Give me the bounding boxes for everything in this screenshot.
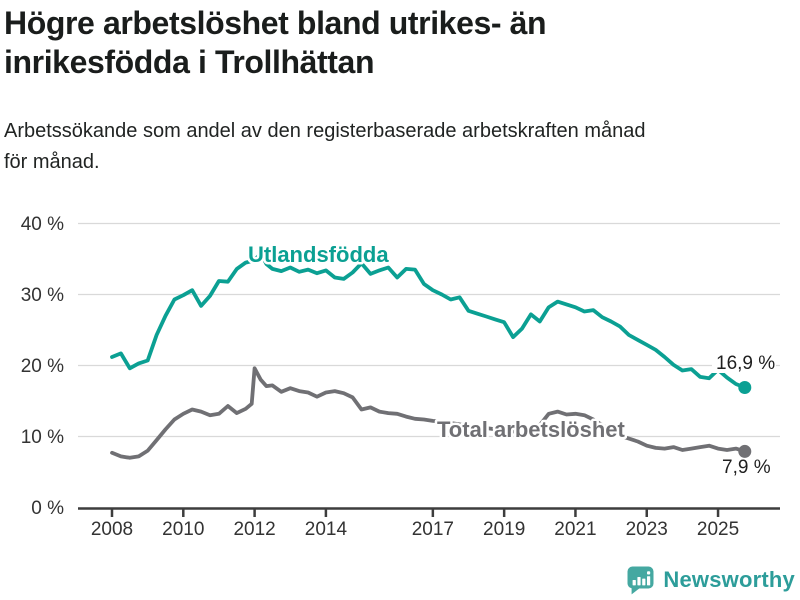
series-end-dot-1 [738,444,752,458]
logo-exclamation-bar [647,576,651,586]
y-tick-label-30: 30 % [21,285,64,306]
logo-exclamation-dot [647,571,651,575]
label-layer: Utlandsfödda Total arbetslöshet 16,9 % 7… [246,240,776,478]
newsworthy-logo-text: Newsworthy [663,567,795,592]
x-tick-label-2008: 2008 [91,519,133,540]
page-title-line1: Högre arbetslöshet bland utrikes- än [4,5,547,41]
axis-layer: 2008 2010 2012 2014 2017 2019 2021 2023 2025 [78,507,780,540]
chart-subtitle: Arbetssökande som andel av den registerb… [4,116,794,178]
logo-bar-1 [633,580,637,586]
series-line-0 [110,251,747,390]
x-tick-label-2010: 2010 [162,519,204,540]
x-tick-label-2017: 2017 [412,519,454,540]
series-line-1 [110,366,747,460]
series-label-utlandsfodda: Utlandsfödda [248,242,389,267]
x-tick-label-2021: 2021 [554,519,596,540]
x-tick-label-2025: 2025 [697,519,739,540]
x-tick-label-2019: 2019 [483,519,525,540]
y-tick-label-10: 10 % [21,427,64,448]
x-tick-label-2012: 2012 [233,519,275,540]
x-tick-label-2014: 2014 [305,519,348,540]
newsworthy-logo-icon [627,566,654,595]
end-value-label-utlandsfodda: 16,9 % [716,353,775,374]
end-value-label-total: 7,9 % [722,457,771,478]
chart-subtitle-line1: Arbetssökande som andel av den registerb… [4,120,646,142]
page-title-line2: inrikesfödda i Trollhättan [4,44,375,81]
series-label-total-arbetsloshet: Total arbetslöshet [437,417,626,442]
logo-bar-2 [637,577,642,586]
end-label-background [712,351,776,373]
page-title: Högre arbetslöshet bland utrikes- än inri… [4,4,704,82]
x-tick-label-2023: 2023 [626,519,668,540]
y-tick-label-40: 40 % [21,214,64,235]
series-end-dot-0 [738,381,752,395]
y-tick-label-0: 0 % [31,498,64,519]
series-layer [110,251,752,460]
newsworthy-logo: Newsworthy [626,565,795,595]
y-tick-label-20: 20 % [21,356,64,377]
logo-bar-3 [642,578,646,586]
chart-subtitle-line2: för månad. [4,151,100,173]
